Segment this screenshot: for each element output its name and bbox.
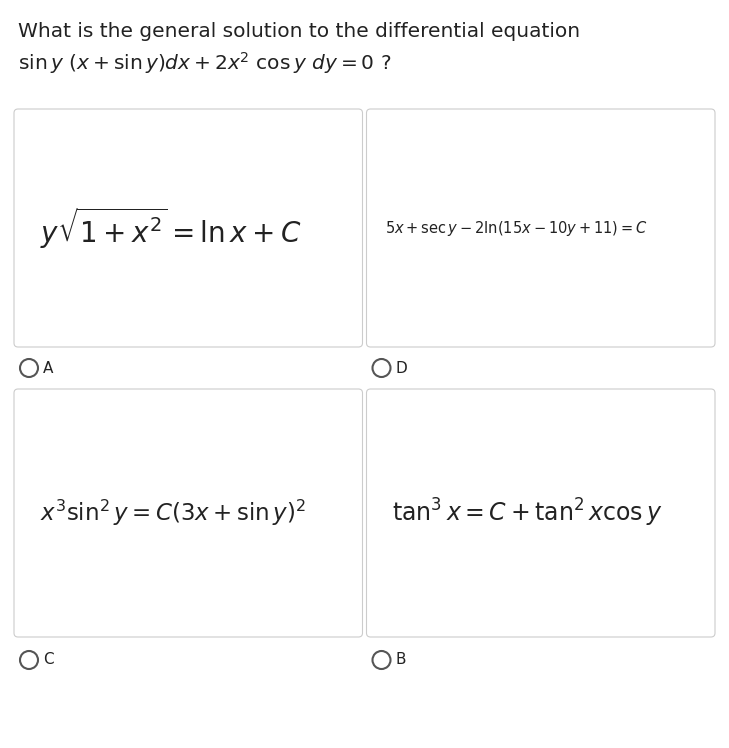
Text: C: C [43, 652, 54, 667]
Text: D: D [396, 361, 408, 375]
Text: B: B [396, 652, 406, 667]
Text: $\tan^3 x = C + \tan^2 x\cos y$: $\tan^3 x = C + \tan^2 x\cos y$ [392, 497, 663, 529]
Text: A: A [43, 361, 53, 375]
FancyBboxPatch shape [14, 389, 362, 637]
FancyBboxPatch shape [14, 109, 362, 347]
Text: $\sin y\ (x + \sin y)dx + 2x^2\ \cos y\ dy = 0\ ?$: $\sin y\ (x + \sin y)dx + 2x^2\ \cos y\ … [18, 50, 391, 76]
Text: $x^3\sin^2 y = C(3x + \sin y)^2$: $x^3\sin^2 y = C(3x + \sin y)^2$ [40, 498, 306, 528]
FancyBboxPatch shape [367, 109, 715, 347]
Text: $5x + \sec y - 2\ln(15x - 10y + 11) = C$: $5x + \sec y - 2\ln(15x - 10y + 11) = C$ [386, 218, 648, 238]
FancyBboxPatch shape [367, 389, 715, 637]
Text: $y\sqrt{1 + x^2} = \ln x + C$: $y\sqrt{1 + x^2} = \ln x + C$ [40, 205, 302, 251]
Text: What is the general solution to the differential equation: What is the general solution to the diff… [18, 22, 580, 41]
